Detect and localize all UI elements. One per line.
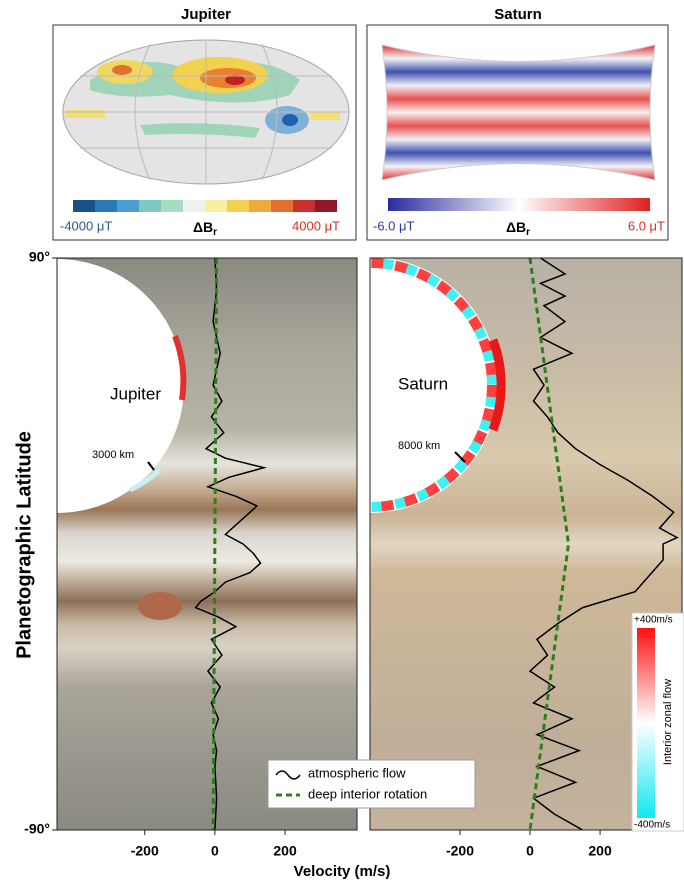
deep-rotation-line [211, 258, 219, 830]
saturn-inset [370, 258, 506, 513]
deep-rotation-line [528, 258, 571, 830]
panel-frame [56, 257, 358, 831]
colorbar-label: ΔBr [193, 219, 217, 238]
great-red-spot [138, 592, 182, 620]
colorbar-max: 4000 μT [292, 218, 340, 233]
colorbar-label: ΔBr [506, 219, 530, 238]
saturn-map [381, 44, 656, 181]
legend-label: deep interior rotation [308, 786, 427, 801]
colorbar-label-sub: r [526, 227, 530, 238]
panel-frame [369, 257, 683, 831]
jupiter-colorbar [73, 200, 337, 212]
colorbar-min: -4000 μT [60, 218, 112, 233]
map-title: Saturn [494, 6, 542, 23]
flow-line [528, 258, 679, 830]
colorbar-max: 6.0 μT [628, 218, 665, 233]
saturn-colorbar [388, 198, 650, 211]
x-tick-label: -200 [446, 843, 474, 859]
colorbar-label-main: ΔB [193, 219, 213, 235]
colorbar-min: -6.0 μT [373, 218, 415, 233]
plots: -200 0 200 90° -90° -200 0 200 [24, 249, 679, 859]
x-tick-label: 0 [211, 843, 219, 859]
x-tick-label: -200 [131, 843, 159, 859]
colorbar-label: Interior zonal flow [662, 679, 674, 765]
legend: atmospheric flow deep interior rotation [267, 759, 476, 809]
y-tick-label: -90° [24, 821, 50, 837]
inset-scale: 8000 km [398, 440, 440, 452]
colorbar-max: +400m/s [634, 615, 673, 626]
jupiter-map [62, 39, 350, 185]
colorbar-label-sub: r [213, 227, 217, 238]
colorbar-label-main: ΔB [506, 219, 526, 235]
inset-label: Jupiter [110, 384, 161, 403]
inset-scale: 3000 km [92, 449, 134, 461]
x-tick-label: 200 [273, 843, 297, 859]
x-tick-label: 0 [526, 843, 534, 859]
interior-colorbar: +400m/s -400m/s Interior zonal flow [631, 612, 684, 832]
colorbar-min: -400m/s [634, 820, 670, 831]
y-axis-label: Planetographic Latitude [13, 431, 35, 659]
legend-swatch [275, 770, 301, 780]
x-axis-label: Velocity (m/s) [294, 863, 391, 880]
inset-label: Saturn [398, 374, 448, 393]
legend-label: atmospheric flow [308, 765, 406, 780]
y-tick-label: 90° [29, 249, 50, 265]
x-tick-label: 200 [588, 843, 612, 859]
jupiter-inset [57, 259, 187, 513]
map-title: Jupiter [181, 6, 231, 23]
